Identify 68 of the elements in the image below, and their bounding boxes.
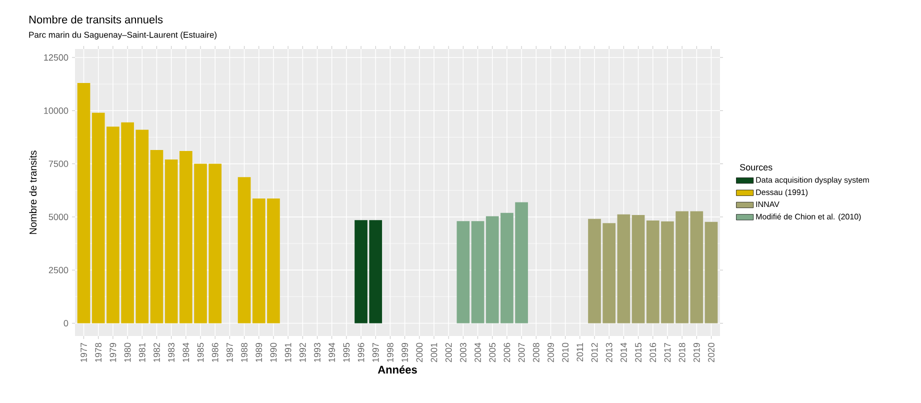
x-tick-label: 1990 bbox=[270, 342, 277, 362]
bar bbox=[150, 150, 164, 324]
x-tick-label: 2003 bbox=[460, 342, 466, 362]
x-tick-label: 2011 bbox=[576, 342, 584, 362]
bar bbox=[617, 214, 630, 324]
x-tick-label: 2014 bbox=[620, 342, 627, 362]
legend-label: INNAV bbox=[756, 201, 780, 207]
bar bbox=[164, 160, 178, 324]
chart-title: Nombre de transits annuels bbox=[29, 15, 163, 24]
x-tick-label: 2007 bbox=[518, 342, 525, 362]
legend-label: Data acquisition dysplay system bbox=[756, 176, 869, 184]
x-tick-label: 1991 bbox=[284, 342, 292, 362]
x-tick-label: 2001 bbox=[430, 342, 438, 362]
x-tick-label: 2002 bbox=[445, 342, 452, 362]
bar bbox=[456, 221, 470, 324]
x-tick-label: 1985 bbox=[197, 342, 204, 362]
x-tick-label: 2006 bbox=[504, 342, 510, 362]
x-tick-label: 1997 bbox=[372, 342, 379, 362]
x-tick-label: 1995 bbox=[343, 342, 350, 362]
x-tick-label: 2020 bbox=[708, 342, 714, 362]
legend-label: Dessau (1991) bbox=[756, 189, 808, 197]
y-tick-label: 12500 bbox=[44, 54, 68, 61]
x-tick-label: 2009 bbox=[548, 342, 554, 362]
x-tick-label: 2015 bbox=[635, 342, 642, 362]
x-tick-label: 2012 bbox=[591, 342, 598, 362]
x-tick-label: 2017 bbox=[664, 342, 671, 362]
bar bbox=[77, 83, 90, 324]
chart-subtitle: Parc marin du Saguenay–Saint-Laurent (Estuaire) bbox=[29, 32, 216, 40]
y-tick-label: 5000 bbox=[48, 214, 68, 220]
x-tick-label: 1992 bbox=[299, 342, 306, 362]
x-tick-label: 1993 bbox=[314, 342, 320, 362]
y-tick-label: 10000 bbox=[44, 107, 68, 114]
x-tick-label: 2010 bbox=[562, 342, 569, 362]
x-tick-label: 1987 bbox=[226, 342, 233, 362]
x-tick-label: 1988 bbox=[241, 342, 248, 362]
x-tick-label: 2013 bbox=[606, 342, 612, 362]
x-tick-label: 2000 bbox=[416, 342, 423, 362]
x-tick-label: 1978 bbox=[95, 342, 102, 362]
x-tick-label: 2016 bbox=[650, 342, 656, 362]
bar bbox=[704, 222, 718, 324]
x-axis-title: Années bbox=[378, 365, 417, 374]
x-tick-label: 2008 bbox=[532, 342, 540, 362]
x-tick-label: 2018 bbox=[678, 342, 686, 362]
x-tick-label: 1999 bbox=[402, 342, 408, 362]
legend-title: Sources bbox=[740, 164, 772, 170]
bar bbox=[238, 177, 251, 324]
x-tick-label: 2005 bbox=[489, 342, 496, 362]
legend-label: Modifié de Chion et al. (2010) bbox=[756, 213, 861, 222]
x-tick-label: 1983 bbox=[168, 342, 175, 362]
x-tick-label: 1989 bbox=[256, 342, 262, 362]
x-tick-label: 1984 bbox=[182, 342, 190, 362]
x-tick-label: 2004 bbox=[474, 342, 481, 362]
y-axis-title: Nombre de transits bbox=[29, 150, 37, 234]
bar bbox=[471, 221, 484, 324]
y-tick-label: 2500 bbox=[48, 266, 68, 274]
x-tick-label: 1994 bbox=[328, 342, 336, 362]
x-tick-label: 1977 bbox=[80, 342, 87, 362]
x-tick-label: 2019 bbox=[693, 342, 700, 362]
x-tick-label: 1996 bbox=[358, 342, 364, 362]
x-tick-label: 1986 bbox=[212, 342, 218, 362]
x-tick-label: 1979 bbox=[110, 342, 116, 362]
y-tick-label: 7500 bbox=[48, 160, 68, 167]
x-tick-label: 1982 bbox=[154, 342, 160, 362]
x-tick-label: 1998 bbox=[387, 342, 394, 362]
x-tick-label: 1981 bbox=[138, 342, 146, 362]
bar bbox=[632, 215, 645, 324]
y-tick-label: 0 bbox=[64, 320, 68, 326]
x-tick-label: 1980 bbox=[124, 342, 131, 362]
